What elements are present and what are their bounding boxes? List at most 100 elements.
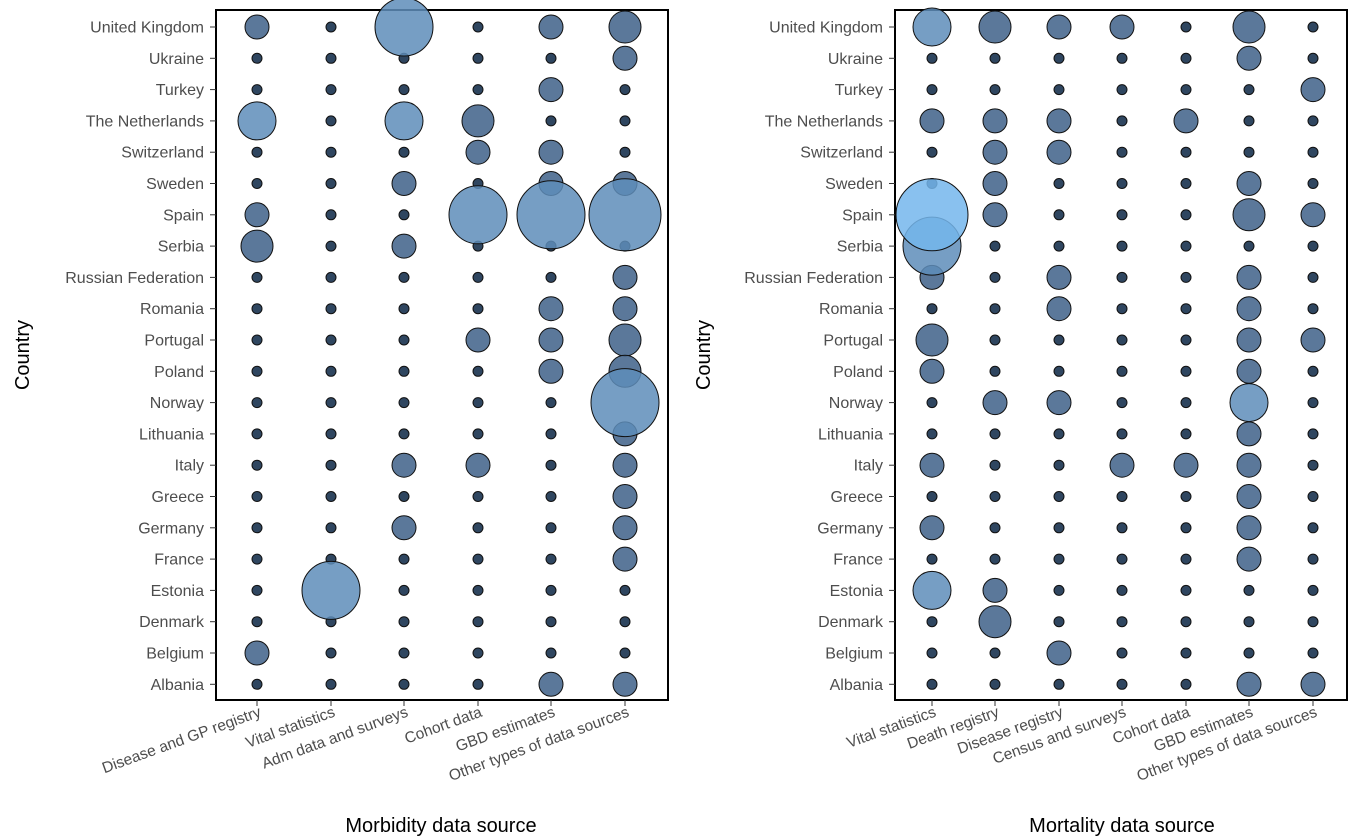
bubble-france-disease-registry [1053,553,1065,565]
country-label-romania: Romania [819,301,883,318]
bubble-albania-census-and-surveys [1116,678,1128,690]
bubble-ukraine-vital-statistics [926,52,938,64]
country-label-serbia: Serbia [837,239,883,256]
bubble-belgium-adm-data-and-surveys [398,647,410,659]
country-label-belgium: Belgium [825,646,883,663]
bubble-spain-disease-registry [1053,209,1065,221]
bubble-russian-federation-death-registry [989,271,1001,283]
bubble-germany-other-types-of-data-sources [612,515,638,541]
bubble-portugal-cohort-data [465,327,491,353]
bubble-albania-vital-statistics [325,678,337,690]
bubble-france-death-registry [989,553,1001,565]
country-label-russian-federation: Russian Federation [65,270,204,287]
bubble-poland-gbd-estimates [1236,358,1262,384]
bubble-albania-other-types-of-data-sources [1300,671,1326,697]
bubble-sweden-adm-data-and-surveys [391,171,417,196]
mortality-y-axis-title: Country [693,320,715,390]
bubble-poland-vital-statistics [325,365,337,377]
bubble-estonia-gbd-estimates [1243,584,1255,596]
country-label-norway: Norway [150,395,204,412]
bubble-switzerland-disease-registry [1046,139,1072,165]
bubble-belgium-census-and-surveys [1116,647,1128,659]
country-label-albania: Albania [151,677,204,694]
bubble-serbia-other-types-of-data-sources [1307,240,1319,252]
bubble-germany-cohort-data [1180,522,1192,534]
bubble-denmark-gbd-estimates [1243,616,1255,628]
bubble-turkey-vital-statistics [926,84,938,96]
country-label-turkey: Turkey [835,82,883,99]
country-label-lithuania: Lithuania [818,426,883,443]
country-label-serbia: Serbia [158,239,204,256]
bubble-estonia-gbd-estimates [545,584,557,596]
bubble-belgium-gbd-estimates [1243,647,1255,659]
bubble-lithuania-gbd-estimates [1236,421,1262,447]
bubble-turkey-cohort-data [472,84,484,96]
bubble-united-kingdom-vital-statistics [912,7,952,47]
country-label-russian-federation: Russian Federation [744,270,883,287]
bubble-the-netherlands-other-types-of-data-sources [619,115,631,127]
bubble-sweden-disease-and-gp-registry [251,178,263,189]
bubble-the-netherlands-census-and-surveys [1116,115,1128,127]
bubble-belgium-other-types-of-data-sources [1307,647,1319,659]
bubble-greece-cohort-data [472,491,484,502]
bubble-belgium-cohort-data [1180,647,1192,659]
bubble-norway-disease-registry [1046,390,1072,416]
bubble-lithuania-adm-data-and-surveys [398,428,410,440]
bubble-denmark-adm-data-and-surveys [398,616,410,628]
bubble-romania-gbd-estimates [538,296,564,322]
bubble-germany-death-registry [989,522,1001,534]
bubble-sweden-other-types-of-data-sources [1307,178,1319,189]
bubble-germany-vital-statistics [919,515,945,541]
bubble-italy-vital-statistics [325,459,337,471]
bubble-estonia-vital-statistics [912,570,952,610]
bubble-the-netherlands-gbd-estimates [1243,115,1255,127]
country-label-ukraine: Ukraine [828,51,883,68]
bubble-norway-disease-and-gp-registry [251,397,263,409]
bubble-united-kingdom-cohort-data [472,21,484,33]
bubble-turkey-other-types-of-data-sources [1300,77,1326,103]
mortality-bubbles [895,7,1326,697]
bubble-greece-census-and-surveys [1116,491,1128,502]
country-label-france: France [154,552,204,569]
bubble-poland-census-and-surveys [1116,365,1128,377]
country-label-turkey: Turkey [156,82,204,99]
country-label-belgium: Belgium [146,646,204,663]
bubble-ukraine-cohort-data [1180,52,1192,64]
bubble-greece-disease-and-gp-registry [251,491,263,502]
morbidity-x-axis-title: Morbidity data source [345,815,536,837]
bubble-the-netherlands-vital-statistics [325,115,337,127]
bubble-lithuania-disease-and-gp-registry [251,428,263,440]
bubble-switzerland-death-registry [982,139,1008,165]
bubble-turkey-vital-statistics [325,84,337,96]
bubble-united-kingdom-disease-and-gp-registry [244,14,270,40]
bubble-germany-cohort-data [472,522,484,534]
bubble-greece-gbd-estimates [1236,484,1262,509]
bubble-sweden-death-registry [982,171,1008,196]
bubble-norway-gbd-estimates [545,397,557,409]
bubble-denmark-gbd-estimates [545,616,557,628]
bubble-ukraine-other-types-of-data-sources [1307,52,1319,64]
country-label-portugal: Portugal [823,333,883,350]
bubble-greece-vital-statistics [325,491,337,502]
bubble-belgium-death-registry [989,647,1001,659]
bubble-sweden-cohort-data [1180,178,1192,189]
bubble-russian-federation-disease-registry [1046,264,1072,290]
bubble-albania-cohort-data [1180,678,1192,690]
country-label-france: France [833,552,883,569]
bubble-united-kingdom-disease-registry [1046,14,1072,40]
bubble-turkey-disease-and-gp-registry [251,84,263,96]
bubble-the-netherlands-other-types-of-data-sources [1307,115,1319,127]
bubble-albania-gbd-estimates [1236,671,1262,697]
bubble-germany-gbd-estimates [545,522,557,534]
country-label-switzerland: Switzerland [800,145,883,162]
bubble-albania-death-registry [989,678,1001,690]
bubble-sweden-vital-statistics [325,178,337,189]
bubble-italy-disease-and-gp-registry [251,459,263,471]
mortality-x-axis-title: Mortality data source [1029,815,1215,837]
bubble-russian-federation-cohort-data [1180,271,1192,283]
bubble-portugal-vital-statistics [325,334,337,346]
morbidity-country-labels: United Kingdom Ukraine Turkey The Netherlan… [65,20,216,694]
bubble-germany-gbd-estimates [1236,515,1262,541]
bubble-greece-gbd-estimates [545,491,557,502]
bubble-serbia-disease-registry [1053,240,1065,252]
